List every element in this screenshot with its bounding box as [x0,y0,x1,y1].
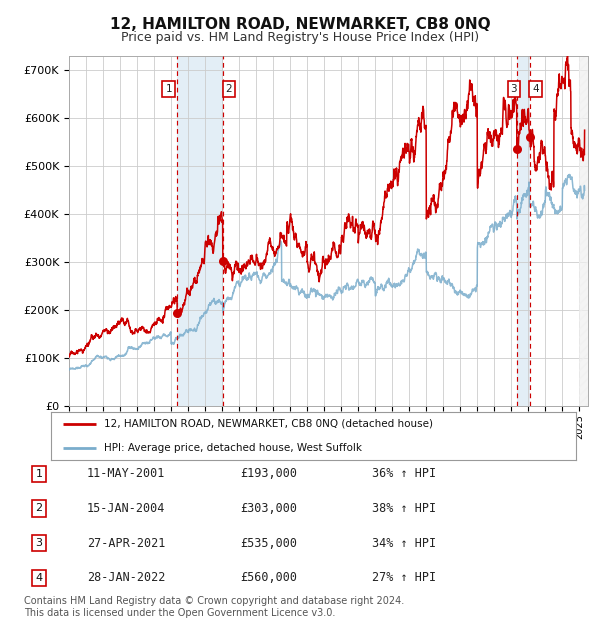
Text: 28-JAN-2022: 28-JAN-2022 [87,572,166,584]
Text: 4: 4 [35,573,43,583]
Text: £193,000: £193,000 [240,467,297,480]
Bar [517,56,530,406]
Text: 4: 4 [532,84,539,94]
Text: £560,000: £560,000 [240,572,297,584]
Text: Price paid vs. HM Land Registry's House Price Index (HPI): Price paid vs. HM Land Registry's House … [121,31,479,44]
Text: 3: 3 [35,538,43,548]
Text: Contains HM Land Registry data © Crown copyright and database right 2024.
This d: Contains HM Land Registry data © Crown c… [24,596,404,618]
Text: 12, HAMILTON ROAD, NEWMARKET, CB8 0NQ (detached house): 12, HAMILTON ROAD, NEWMARKET, CB8 0NQ (d… [104,418,433,429]
Text: 12, HAMILTON ROAD, NEWMARKET, CB8 0NQ: 12, HAMILTON ROAD, NEWMARKET, CB8 0NQ [110,17,490,32]
Text: 2: 2 [226,84,232,94]
Text: 2: 2 [35,503,43,513]
Text: 34% ↑ HPI: 34% ↑ HPI [372,537,436,549]
Text: £303,000: £303,000 [240,502,297,515]
Text: 27-APR-2021: 27-APR-2021 [87,537,166,549]
Text: 3: 3 [511,84,517,94]
Text: 36% ↑ HPI: 36% ↑ HPI [372,467,436,480]
Bar [580,56,588,406]
Text: £535,000: £535,000 [240,537,297,549]
Text: 27% ↑ HPI: 27% ↑ HPI [372,572,436,584]
Bar [177,56,223,406]
Text: 1: 1 [166,84,172,94]
Text: 38% ↑ HPI: 38% ↑ HPI [372,502,436,515]
Text: HPI: Average price, detached house, West Suffolk: HPI: Average price, detached house, West… [104,443,361,453]
Text: 1: 1 [35,469,43,479]
Text: 15-JAN-2004: 15-JAN-2004 [87,502,166,515]
Text: 11-MAY-2001: 11-MAY-2001 [87,467,166,480]
